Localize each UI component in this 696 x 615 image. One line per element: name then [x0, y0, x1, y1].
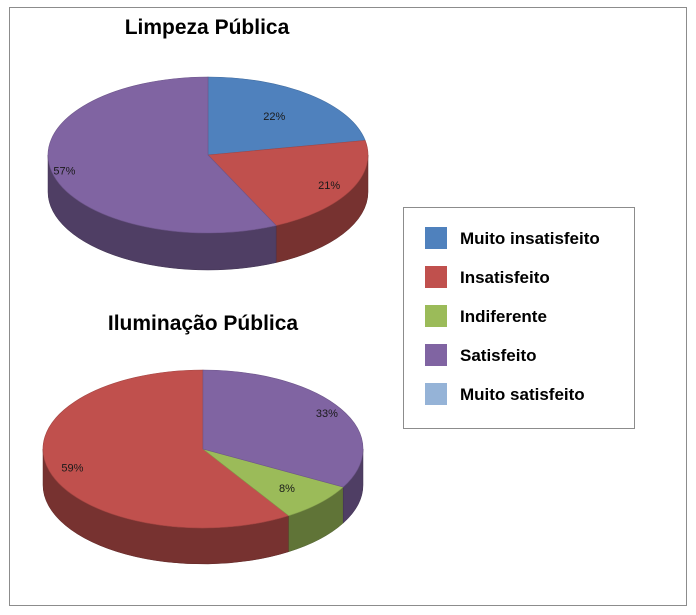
legend-swatch-muito-satisfeito — [425, 383, 447, 405]
pie-chart-limpeza: 22% 21% 57% — [47, 76, 369, 271]
legend-swatch-satisfeito — [425, 344, 447, 366]
legend-label-insatisfeito: Insatisfeito — [460, 268, 550, 287]
data-label-insatisfeito: 21% — [318, 180, 340, 192]
legend-label-indiferente: Indiferente — [460, 307, 547, 326]
data-label-satisfeito: 33% — [316, 408, 338, 420]
pie-chart-iluminacao: 59% 8% 33% — [42, 369, 364, 565]
legend-swatch-indiferente — [425, 305, 447, 327]
pie-slice-satisfeito — [47, 76, 277, 234]
legend-swatch-insatisfeito — [425, 266, 447, 288]
pie-label-group: 22% 21% 57% — [53, 111, 340, 192]
pie-slice-muito-insatisfeito — [207, 76, 366, 156]
pie-slice-insatisfeito — [42, 369, 290, 529]
chart-title-limpeza: Limpeza Pública — [125, 16, 290, 39]
pie-slice-satisfeito — [202, 369, 364, 488]
legend-items: Muito insatisfeito Insatisfeito Indiferent… — [425, 227, 600, 405]
data-label-muito-insatisfeito: 22% — [263, 111, 285, 123]
chart-title-iluminacao: Iluminação Pública — [108, 312, 299, 335]
legend-swatch-muito-insatisfeito — [425, 227, 447, 249]
data-label-satisfeito: 57% — [53, 166, 75, 178]
legend-label-muito-insatisfeito: Muito insatisfeito — [460, 229, 600, 248]
pie-top-group — [47, 76, 369, 234]
data-label-indiferente: 8% — [279, 483, 295, 495]
pie-side-group — [42, 448, 364, 565]
pie-label-group: 59% 8% 33% — [61, 408, 338, 495]
pie-top-group — [42, 369, 364, 529]
legend-label-muito-satisfeito: Muito satisfeito — [460, 385, 585, 404]
data-label-insatisfeito: 59% — [61, 463, 83, 475]
legend: Muito insatisfeito Insatisfeito Indiferent… — [403, 207, 635, 429]
legend-label-satisfeito: Satisfeito — [460, 346, 537, 365]
pie-slice-insatisfeito — [207, 140, 369, 226]
